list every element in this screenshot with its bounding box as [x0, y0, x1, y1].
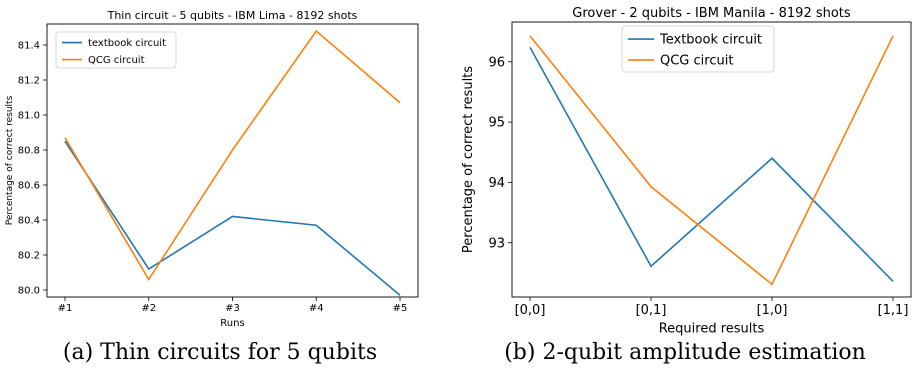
y-tick-label: 95 [488, 116, 505, 131]
legend-box [621, 25, 775, 73]
legend-label: textbook circuit [88, 38, 166, 49]
caption-b: (b) 2-qubit amplitude estimation [504, 340, 866, 365]
legend-label: QCG circuit [88, 55, 145, 66]
y-tick-label: 81.2 [18, 76, 40, 87]
x-tick-label: #5 [393, 303, 408, 314]
chart-title: Thin circuit - 5 qubits - IBM Lima - 819… [107, 9, 358, 22]
chart-a: Thin circuit - 5 qubits - IBM Lima - 819… [5, 9, 419, 329]
series-line-1 [64, 140, 401, 296]
y-tick-label: 81.4 [18, 41, 40, 52]
x-tick-label: [0,1] [636, 303, 667, 318]
x-axis-label: Runs [220, 318, 244, 329]
x-tick-label: [1,0] [757, 303, 788, 318]
x-tick-label: [0,0] [515, 303, 546, 318]
plot-frame [511, 21, 912, 298]
y-tick-label: 80.4 [18, 216, 40, 227]
legend-label: QCG circuit [660, 54, 733, 69]
y-tick-label: 80.8 [18, 146, 40, 157]
series-line-2 [64, 29, 401, 282]
y-tick-label: 80.0 [18, 286, 40, 297]
x-tick-label: #4 [309, 303, 324, 314]
y-axis-label: Percentage of correct results [5, 95, 15, 225]
y-tick-label: 80.2 [18, 251, 40, 262]
chart-title: Grover - 2 qubits - IBM Manila - 8192 sh… [572, 6, 851, 21]
chart-b: Grover - 2 qubits - IBM Manila - 8192 sh… [461, 6, 912, 336]
x-tick-label: #1 [58, 303, 73, 314]
x-tick-label: [1,1] [878, 303, 909, 318]
caption-a: (a) Thin circuits for 5 qubits [62, 340, 378, 365]
series-line-1 [529, 46, 894, 282]
y-tick-label: 93 [488, 236, 505, 251]
legend-box [55, 31, 177, 69]
x-tick-label: #2 [141, 303, 156, 314]
y-tick-label: 81.0 [18, 111, 40, 122]
x-tick-label: #3 [225, 303, 240, 314]
y-tick-label: 80.6 [18, 181, 40, 192]
legend-label: Textbook circuit [659, 33, 762, 48]
y-axis-label: Percentage of correct results [461, 66, 476, 253]
y-tick-label: 94 [488, 176, 505, 191]
series-line-2 [529, 35, 894, 286]
y-tick-label: 96 [488, 55, 505, 70]
x-axis-label: Required results [659, 321, 765, 336]
